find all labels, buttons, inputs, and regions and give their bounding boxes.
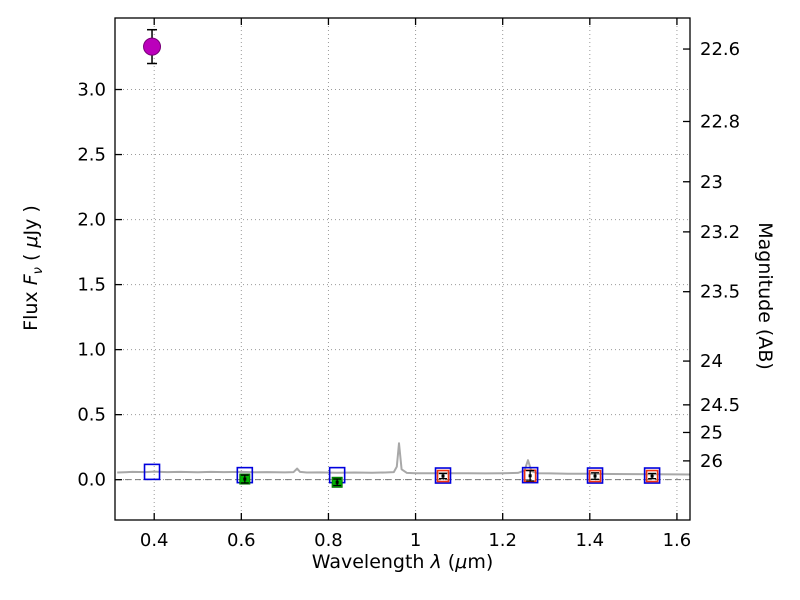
x-tick-label: 0.4	[140, 530, 169, 551]
black-errorbar-points-marker	[593, 474, 597, 478]
nu-subscript: ν	[30, 267, 46, 275]
y-axis-label-open: (	[20, 247, 43, 268]
magnitude-tick-label: 26	[700, 451, 723, 472]
red-square-points-marker	[436, 469, 450, 483]
y-axis-label-close: Jy )	[20, 205, 43, 236]
x-tick-label: 0.6	[227, 530, 256, 551]
x-tick-label: 1.6	[663, 530, 692, 551]
axes-frame	[114, 17, 691, 521]
black-errorbar-points-marker	[650, 474, 654, 478]
x-axis-label-open: (	[441, 551, 456, 573]
magnitude-tick-label: 22.8	[700, 111, 740, 132]
gray-spectrum	[117, 442, 691, 476]
x-axis-label-close: m)	[467, 551, 494, 573]
black-errorbar-points-marker	[243, 477, 247, 481]
y-tick-label: 0.5	[77, 405, 106, 426]
y-tick-label: 2.0	[77, 210, 106, 231]
x-axis-label-text: Wavelength	[311, 551, 431, 573]
flux-symbol: F	[20, 274, 43, 286]
magenta-circle-point-marker	[143, 37, 162, 56]
y-axis-label-left: Flux Fν ( μJy )	[20, 205, 46, 331]
magnitude-tick-label: 24.5	[700, 395, 740, 416]
blue-square-points-marker	[586, 467, 604, 484]
blue-square-points-marker	[643, 467, 661, 484]
y-tick-label: 1.0	[77, 340, 106, 361]
x-axis-label: Wavelength λ (μm)	[115, 551, 690, 573]
magnitude-tick-label: 23	[700, 172, 723, 193]
blue-square-points-marker	[143, 463, 161, 481]
magnitude-tick-label: 23.2	[700, 222, 740, 243]
red-square-points-marker	[588, 469, 602, 483]
y-axis-label-right: Magnitude (AB)	[754, 222, 776, 370]
y-axis-label-text: Flux	[20, 285, 43, 331]
x-tick-label: 1.4	[575, 530, 604, 551]
mu-symbol: μ	[455, 551, 468, 573]
y-tick-label: 1.5	[77, 275, 106, 296]
blue-square-points-marker	[434, 467, 452, 484]
black-errorbar-points-marker	[528, 474, 532, 478]
magnitude-tick-label: 22.6	[700, 39, 740, 60]
lambda-symbol: λ	[430, 551, 442, 573]
black-errorbar-points-marker	[335, 480, 339, 484]
x-tick-label: 0.8	[314, 530, 343, 551]
black-errorbar-points-marker	[441, 474, 445, 478]
red-square-points-marker	[645, 469, 659, 483]
x-tick-label: 1	[410, 530, 421, 551]
y-tick-label: 0.0	[77, 470, 106, 491]
x-tick-label: 1.2	[488, 530, 517, 551]
magnitude-tick-label: 23.5	[700, 282, 740, 303]
y-tick-label: 2.5	[77, 145, 106, 166]
magnitude-tick-label: 25	[700, 422, 723, 443]
magnitude-tick-label: 24	[700, 351, 723, 372]
blue-square-points-marker	[521, 466, 539, 484]
mu-symbol-left: μ	[20, 235, 43, 248]
y-tick-label: 3.0	[77, 80, 106, 101]
